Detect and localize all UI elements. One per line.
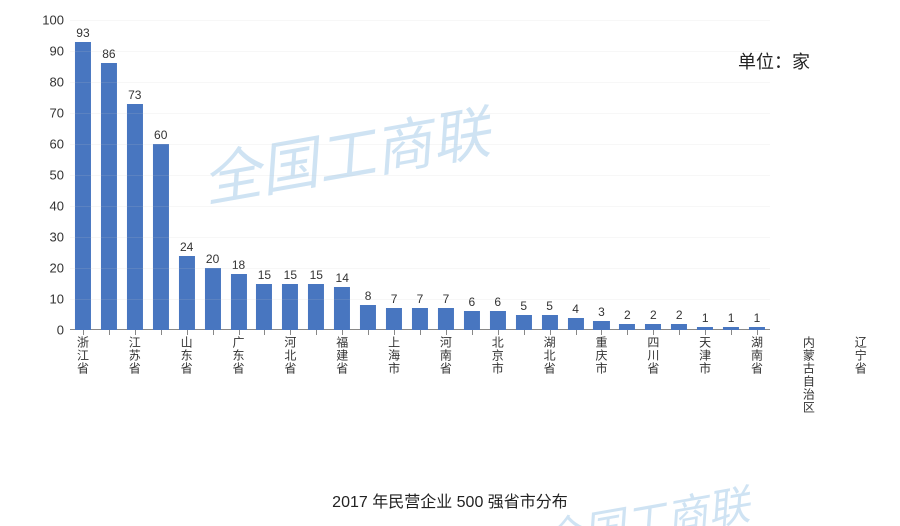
bar-value-label: 6 xyxy=(494,295,501,309)
bar-value-label: 18 xyxy=(232,258,245,272)
bar-value-label: 93 xyxy=(76,26,89,40)
y-tick-label: 0 xyxy=(34,323,64,338)
y-tick-label: 80 xyxy=(34,75,64,90)
bar-value-label: 60 xyxy=(154,128,167,142)
unit-label: 单位：家 xyxy=(738,48,810,74)
bar-value-label: 86 xyxy=(102,47,115,61)
bar xyxy=(438,308,454,330)
bar-value-label: 2 xyxy=(624,308,631,322)
bar-value-label: 73 xyxy=(128,88,141,102)
bar-value-label: 2 xyxy=(650,308,657,322)
grid-line xyxy=(70,51,770,52)
y-tick-label: 70 xyxy=(34,106,64,121)
y-tick-label: 30 xyxy=(34,230,64,245)
bar xyxy=(516,315,532,331)
y-tick-label: 90 xyxy=(34,44,64,59)
bar xyxy=(542,315,558,331)
bar-value-label: 5 xyxy=(546,299,553,313)
grid-line xyxy=(70,144,770,145)
bar xyxy=(230,274,246,330)
bar-value-label: 15 xyxy=(284,268,297,282)
grid-line xyxy=(70,20,770,21)
chart-plot-area: 93867360242018151515148777665543222111 0… xyxy=(70,20,770,330)
grid-line xyxy=(70,113,770,114)
chart-title: 2017 年民营企业 500 强省市分布 xyxy=(0,488,900,512)
bar xyxy=(568,318,584,330)
bar xyxy=(308,284,324,331)
bar-value-label: 1 xyxy=(754,311,761,325)
bar xyxy=(179,256,195,330)
bar-value-label: 1 xyxy=(728,311,735,325)
bar xyxy=(490,311,506,330)
grid-line xyxy=(70,206,770,207)
bar-value-label: 5 xyxy=(520,299,527,313)
bar xyxy=(412,308,428,330)
bar-value-label: 20 xyxy=(206,252,219,266)
bar-value-label: 15 xyxy=(310,268,323,282)
category-label: 浙江省 xyxy=(74,336,91,375)
y-tick-label: 40 xyxy=(34,199,64,214)
x-axis-labels: 浙江省江苏省山东省广东省河北省福建省上海市河南省北京市湖北省重庆市四川省天津市湖… xyxy=(70,330,770,500)
bar-value-label: 14 xyxy=(336,271,349,285)
category-label: 辽宁省 xyxy=(852,336,869,375)
bar xyxy=(256,284,272,331)
bar xyxy=(593,321,609,330)
bar xyxy=(464,311,480,330)
grid-line xyxy=(70,299,770,300)
y-tick-label: 100 xyxy=(34,13,64,28)
bar xyxy=(360,305,376,330)
bar-value-label: 4 xyxy=(572,302,579,316)
y-tick-label: 60 xyxy=(34,137,64,152)
bar xyxy=(101,63,117,330)
y-tick-label: 20 xyxy=(34,261,64,276)
y-tick-label: 50 xyxy=(34,168,64,183)
bar-value-label: 3 xyxy=(598,305,605,319)
bar xyxy=(334,287,350,330)
y-tick-label: 10 xyxy=(34,292,64,307)
grid-line xyxy=(70,268,770,269)
bar-value-label: 1 xyxy=(702,311,709,325)
grid-line xyxy=(70,237,770,238)
bar-value-label: 6 xyxy=(468,295,475,309)
category-label: 内蒙古自治区 xyxy=(800,336,817,414)
bar xyxy=(386,308,402,330)
bar xyxy=(282,284,298,331)
grid-line xyxy=(70,82,770,83)
bar-value-label: 24 xyxy=(180,240,193,254)
bar xyxy=(127,104,143,330)
bar xyxy=(75,42,91,330)
grid-line xyxy=(70,175,770,176)
bar-value-label: 2 xyxy=(676,308,683,322)
bar-value-label: 15 xyxy=(258,268,271,282)
bar-value-label: 8 xyxy=(365,289,372,303)
